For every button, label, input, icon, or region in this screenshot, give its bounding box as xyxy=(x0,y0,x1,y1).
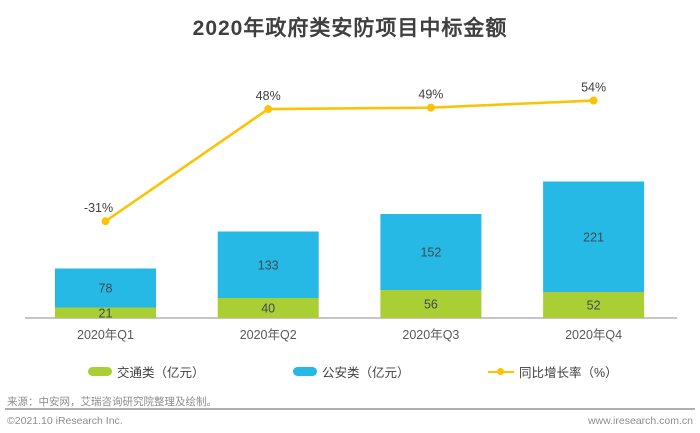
traffic-swatch-icon xyxy=(88,366,112,376)
chart-title: 2020年政府类安防项目中标金额 xyxy=(192,17,508,40)
pct-label: -31% xyxy=(84,201,113,215)
pct-label: 48% xyxy=(256,89,281,103)
legend-item-growth: 同比增长率（%） xyxy=(488,361,618,381)
x-axis-label: 2020年Q3 xyxy=(402,328,459,342)
bar-segment-traffic xyxy=(217,298,319,318)
bar-value-label: 221 xyxy=(583,230,604,244)
bar-segment-police xyxy=(380,214,482,290)
legend-item-traffic: 交通类（亿元） xyxy=(88,361,205,381)
website-text: www.iresearch.com.cn xyxy=(587,415,693,427)
x-axis-label: 2020年Q4 xyxy=(565,328,622,342)
bar-value-label: 21 xyxy=(99,306,113,320)
bar-value-label: 56 xyxy=(424,298,438,312)
legend-label: 交通类（亿元） xyxy=(117,365,205,380)
bar-segment-police xyxy=(55,268,156,308)
bar-value-label: 40 xyxy=(261,302,275,316)
legend-label: 公安类（亿元） xyxy=(322,365,410,380)
pct-label: 54% xyxy=(581,81,606,95)
bar-value-label: 78 xyxy=(99,282,113,296)
bar-segment-traffic xyxy=(380,290,482,318)
bar-value-label: 133 xyxy=(258,258,279,272)
x-axis-label: 2020年Q2 xyxy=(240,328,297,342)
bar-segment-police xyxy=(543,181,645,292)
line-point xyxy=(101,217,110,226)
line-dot-marker-icon xyxy=(488,367,514,376)
line-point xyxy=(264,105,273,114)
legend: 交通类（亿元） 公安类（亿元） 同比增长率（%） xyxy=(0,361,700,381)
line-point xyxy=(589,96,598,105)
bar-value-label: 52 xyxy=(587,299,601,313)
growth-line xyxy=(104,99,594,223)
bar-segment-traffic xyxy=(55,307,156,318)
legend-label: 同比增长率（%） xyxy=(519,365,618,380)
police-swatch-icon xyxy=(293,366,317,376)
x-axis-label: 2020年Q1 xyxy=(77,328,134,342)
bar-segment-police xyxy=(217,231,319,298)
legend-item-police: 公安类（亿元） xyxy=(293,361,410,381)
chart-area: 78 21 2020年Q1 133 40 2020年Q2 152 56 2020年Q3 221 52… xyxy=(25,81,677,342)
copyright-text: ©2021.10 iResearch Inc. xyxy=(7,415,123,427)
footer-divider xyxy=(5,408,695,410)
bar-segment-traffic xyxy=(543,292,645,318)
source-note: 来源：中安网，艾瑞咨询研究院整理及绘制。 xyxy=(7,396,217,408)
pct-label: 49% xyxy=(418,88,443,102)
bar-value-label: 152 xyxy=(420,246,441,260)
line-point xyxy=(426,103,435,112)
stacked-bar-line-chart: 78 21 2020年Q1 133 40 2020年Q2 152 56 2020年Q3 221 52… xyxy=(25,81,677,342)
footer-row: ©2021.10 iResearch Inc. www.iresearch.co… xyxy=(7,415,693,427)
